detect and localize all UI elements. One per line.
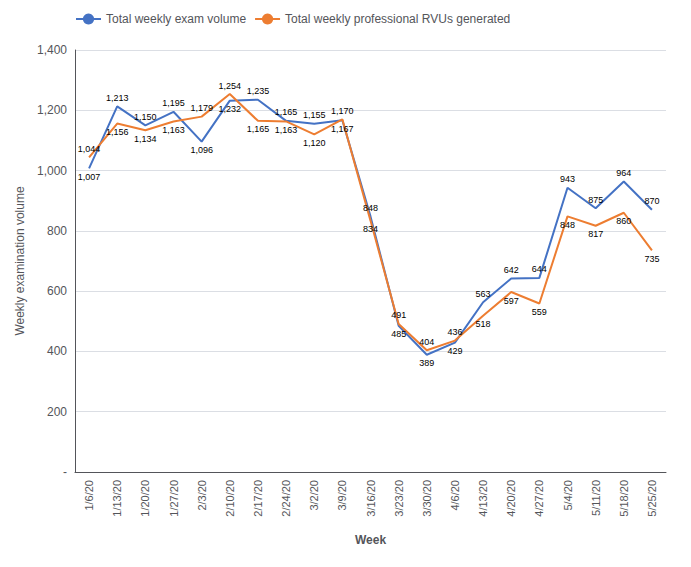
svg-text:3/16/20: 3/16/20 (365, 480, 377, 517)
svg-text:1,096: 1,096 (190, 145, 213, 155)
svg-text:800: 800 (47, 224, 67, 238)
svg-text:4/27/20: 4/27/20 (533, 480, 545, 517)
svg-text:485: 485 (391, 329, 406, 339)
svg-text:642: 642 (504, 265, 519, 275)
svg-text:834: 834 (363, 224, 378, 234)
svg-text:518: 518 (476, 319, 491, 329)
svg-text:600: 600 (47, 284, 67, 298)
svg-text:2/10/20: 2/10/20 (224, 480, 236, 517)
svg-text:597: 597 (504, 296, 519, 306)
svg-text:4/13/20: 4/13/20 (477, 480, 489, 517)
svg-text:1,232: 1,232 (219, 104, 242, 114)
svg-text:2/17/20: 2/17/20 (252, 480, 264, 517)
svg-text:5/4/20: 5/4/20 (562, 480, 574, 511)
svg-text:1,155: 1,155 (303, 110, 326, 120)
svg-text:1,007: 1,007 (78, 172, 101, 182)
svg-text:404: 404 (419, 337, 434, 347)
svg-text:3/9/20: 3/9/20 (336, 480, 348, 511)
svg-text:Week: Week (355, 533, 386, 547)
svg-text:1/27/20: 1/27/20 (168, 480, 180, 517)
svg-text:2/3/20: 2/3/20 (196, 480, 208, 511)
svg-text:735: 735 (644, 254, 659, 264)
svg-text:3/23/20: 3/23/20 (393, 480, 405, 517)
svg-text:436: 436 (447, 327, 462, 337)
svg-text:563: 563 (476, 289, 491, 299)
svg-text:1,165: 1,165 (275, 107, 298, 117)
svg-text:644: 644 (532, 264, 547, 274)
svg-text:1,120: 1,120 (303, 138, 326, 148)
svg-text:3/2/20: 3/2/20 (308, 480, 320, 511)
svg-text:2/24/20: 2/24/20 (280, 480, 292, 517)
svg-text:875: 875 (588, 195, 603, 205)
svg-text:1,134: 1,134 (134, 134, 157, 144)
svg-text:Total weekly professional RVUs: Total weekly professional RVUs generated (285, 12, 510, 26)
svg-text:964: 964 (616, 168, 631, 178)
svg-text:5/18/20: 5/18/20 (618, 480, 630, 517)
svg-text:1,167: 1,167 (331, 124, 354, 134)
svg-text:1,163: 1,163 (275, 125, 298, 135)
svg-text:3/30/20: 3/30/20 (421, 480, 433, 517)
svg-text:Weekly examination volume: Weekly examination volume (13, 186, 27, 336)
svg-text:870: 870 (644, 196, 659, 206)
svg-text:860: 860 (616, 216, 631, 226)
svg-text:1,044: 1,044 (78, 144, 101, 154)
svg-text:1,195: 1,195 (162, 98, 185, 108)
svg-text:400: 400 (47, 344, 67, 358)
svg-text:429: 429 (447, 346, 462, 356)
svg-text:848: 848 (560, 220, 575, 230)
svg-text:848: 848 (363, 203, 378, 213)
svg-text:1,235: 1,235 (247, 86, 270, 96)
svg-text:491: 491 (391, 310, 406, 320)
svg-text:1,179: 1,179 (190, 103, 213, 113)
svg-text:200: 200 (47, 405, 67, 419)
svg-text:1,200: 1,200 (37, 103, 67, 117)
svg-text:389: 389 (419, 358, 434, 368)
svg-text:1/20/20: 1/20/20 (139, 480, 151, 517)
svg-text:1,163: 1,163 (162, 125, 185, 135)
svg-text:1/13/20: 1/13/20 (111, 480, 123, 517)
svg-text:4/20/20: 4/20/20 (505, 480, 517, 517)
svg-text:1,213: 1,213 (106, 93, 129, 103)
svg-text:1,000: 1,000 (37, 164, 67, 178)
svg-text:1,254: 1,254 (219, 81, 242, 91)
svg-text:1/6/20: 1/6/20 (83, 480, 95, 511)
svg-text:5/11/20: 5/11/20 (590, 480, 602, 516)
svg-text:943: 943 (560, 174, 575, 184)
svg-text:Total weekly exam volume: Total weekly exam volume (106, 12, 246, 26)
svg-text:1,150: 1,150 (134, 112, 157, 122)
svg-text:1,156: 1,156 (106, 127, 129, 137)
svg-text:1,170: 1,170 (331, 106, 354, 116)
svg-text:559: 559 (532, 307, 547, 317)
svg-text:4/6/20: 4/6/20 (449, 480, 461, 511)
svg-text:1,400: 1,400 (37, 43, 67, 57)
svg-text:1,165: 1,165 (247, 124, 270, 134)
svg-text:817: 817 (588, 229, 603, 239)
svg-text:5/25/20: 5/25/20 (646, 480, 658, 517)
svg-text:-: - (63, 465, 67, 479)
